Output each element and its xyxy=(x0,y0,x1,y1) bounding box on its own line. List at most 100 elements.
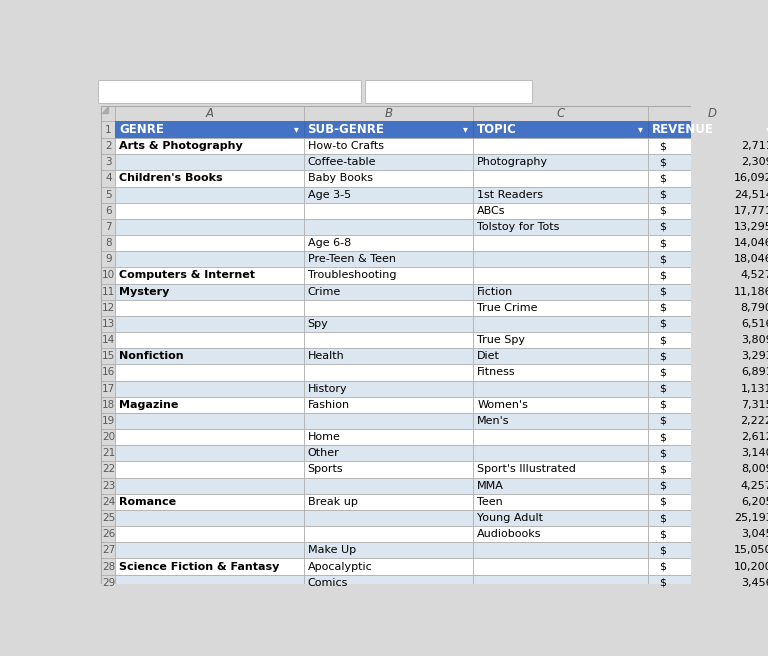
Bar xyxy=(473,219,647,235)
Bar xyxy=(473,235,647,251)
Text: B: B xyxy=(385,107,392,120)
Bar xyxy=(115,348,303,364)
Text: $: $ xyxy=(659,432,666,442)
Bar xyxy=(473,575,647,591)
Text: $: $ xyxy=(659,173,666,184)
Bar xyxy=(473,203,647,219)
Text: $: $ xyxy=(659,578,666,588)
Bar xyxy=(101,461,115,478)
Text: A: A xyxy=(206,107,214,120)
Bar xyxy=(303,543,473,558)
Bar xyxy=(303,138,473,154)
Bar xyxy=(473,154,647,171)
Text: 22: 22 xyxy=(102,464,115,474)
Bar xyxy=(101,364,115,380)
Bar xyxy=(473,364,647,380)
Bar xyxy=(473,397,647,413)
Text: $: $ xyxy=(659,270,666,281)
Bar xyxy=(115,154,303,171)
Text: $: $ xyxy=(659,367,666,377)
Text: 6,891: 6,891 xyxy=(741,367,768,377)
Bar xyxy=(115,429,303,445)
Bar xyxy=(303,494,473,510)
Text: True Spy: True Spy xyxy=(477,335,525,345)
Bar xyxy=(473,300,647,316)
Bar xyxy=(101,413,115,429)
Text: 8,790: 8,790 xyxy=(740,303,768,313)
Text: C: C xyxy=(557,107,564,120)
Bar xyxy=(473,121,647,138)
Bar xyxy=(101,268,115,283)
Text: 9: 9 xyxy=(105,255,111,264)
Bar xyxy=(473,268,647,283)
Text: MMA: MMA xyxy=(477,481,504,491)
Bar xyxy=(647,558,768,575)
Bar xyxy=(647,251,768,268)
Bar xyxy=(303,106,473,121)
Text: Apocalyptic: Apocalyptic xyxy=(307,562,372,571)
Text: Mystery: Mystery xyxy=(119,287,170,297)
Text: 13: 13 xyxy=(102,319,115,329)
Bar xyxy=(101,235,115,251)
Bar xyxy=(303,283,473,300)
Bar xyxy=(101,106,115,121)
Text: 2,222: 2,222 xyxy=(740,416,768,426)
Text: Break up: Break up xyxy=(307,497,357,507)
Bar xyxy=(473,510,647,526)
Text: 8: 8 xyxy=(105,238,111,248)
Text: History: History xyxy=(307,384,347,394)
Bar xyxy=(647,171,768,186)
Bar xyxy=(647,575,768,591)
Bar xyxy=(303,251,473,268)
Bar xyxy=(303,121,473,138)
Text: $: $ xyxy=(659,238,666,248)
Bar xyxy=(101,494,115,510)
Bar xyxy=(303,203,473,219)
Bar xyxy=(303,526,473,543)
Bar xyxy=(473,380,647,397)
Bar xyxy=(101,478,115,494)
Bar xyxy=(101,429,115,445)
Bar xyxy=(647,121,768,138)
Text: Health: Health xyxy=(307,352,344,361)
Bar xyxy=(473,283,647,300)
Text: 2,309: 2,309 xyxy=(741,157,768,167)
Text: 1st Readers: 1st Readers xyxy=(477,190,543,199)
Bar xyxy=(115,171,303,186)
Text: $: $ xyxy=(659,303,666,313)
Text: $: $ xyxy=(659,416,666,426)
Bar xyxy=(303,268,473,283)
Bar xyxy=(115,251,303,268)
Bar xyxy=(115,235,303,251)
Text: Pre-Teen & Teen: Pre-Teen & Teen xyxy=(307,255,396,264)
Text: $: $ xyxy=(659,190,666,199)
Text: D: D xyxy=(707,107,717,120)
Bar xyxy=(115,526,303,543)
Bar xyxy=(101,138,115,154)
Bar xyxy=(303,575,473,591)
Bar xyxy=(101,526,115,543)
Text: 3,045: 3,045 xyxy=(741,529,768,539)
Bar xyxy=(647,138,768,154)
Text: $: $ xyxy=(659,319,666,329)
Bar xyxy=(115,268,303,283)
Text: 27: 27 xyxy=(102,545,115,556)
Bar xyxy=(101,283,115,300)
Text: ▾: ▾ xyxy=(637,125,643,134)
Bar xyxy=(647,268,768,283)
Text: Romance: Romance xyxy=(119,497,177,507)
Bar xyxy=(115,121,303,138)
Bar xyxy=(473,445,647,461)
Bar xyxy=(647,526,768,543)
Polygon shape xyxy=(102,106,108,113)
Bar xyxy=(647,478,768,494)
Bar xyxy=(303,429,473,445)
Text: $: $ xyxy=(659,384,666,394)
Text: $: $ xyxy=(659,287,666,297)
Text: Science Fiction & Fantasy: Science Fiction & Fantasy xyxy=(119,562,280,571)
Text: 23: 23 xyxy=(102,481,115,491)
Bar xyxy=(101,300,115,316)
Text: Arts & Photography: Arts & Photography xyxy=(119,141,243,151)
Text: Coffee-table: Coffee-table xyxy=(307,157,376,167)
Text: Nonfiction: Nonfiction xyxy=(119,352,184,361)
